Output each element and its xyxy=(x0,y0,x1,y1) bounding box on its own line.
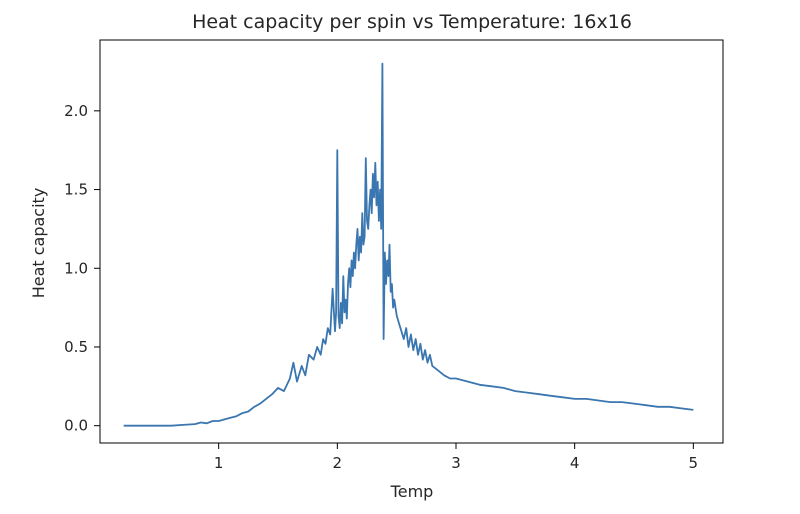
x-tick-label: 4 xyxy=(570,454,580,472)
x-tick-label: 3 xyxy=(451,454,461,472)
y-axis: 0.0 0.5 1.0 1.5 2.0 xyxy=(64,102,100,435)
chart-title: Heat capacity per spin vs Temperature: 1… xyxy=(192,11,632,33)
series-line-1 xyxy=(123,62,694,427)
y-tick-label: 2.0 xyxy=(64,102,88,120)
y-axis-label: Heat capacity xyxy=(29,188,48,299)
plot-frame xyxy=(99,39,724,444)
y-tick-label: 0.0 xyxy=(64,417,88,435)
x-axis: 1 2 3 4 5 xyxy=(214,443,698,472)
y-tick-label: 1.5 xyxy=(64,181,88,199)
y-tick-label: 0.5 xyxy=(64,338,88,356)
x-axis-label: Temp xyxy=(390,482,434,501)
x-tick-label: 5 xyxy=(689,454,699,472)
x-tick-label: 1 xyxy=(214,454,224,472)
x-tick-label: 2 xyxy=(333,454,343,472)
plot-area xyxy=(123,62,694,427)
y-tick-label: 1.0 xyxy=(64,259,88,277)
